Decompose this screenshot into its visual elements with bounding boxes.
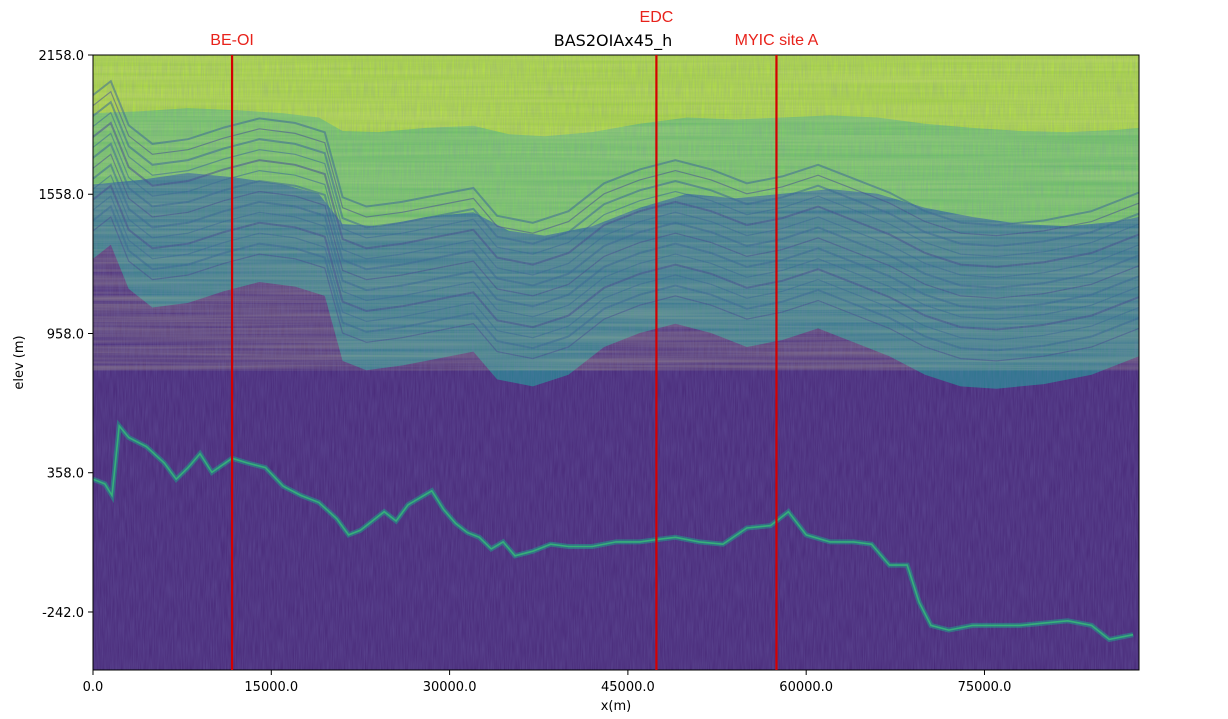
site-marker-label: BE-OI [210, 32, 254, 49]
noise-texture [93, 55, 1139, 670]
plot-frame [92, 54, 1140, 671]
radargram-image [93, 55, 1139, 670]
x-tick-label: 0.0 [83, 680, 104, 695]
y-tick-label: 358.0 [47, 467, 84, 482]
bed-reflector [93, 423, 1134, 641]
x-tick-label: 15000.0 [244, 680, 298, 695]
x-axis-label: x(m) [601, 699, 632, 714]
x-axis: 0.0 15000.0 30000.0 45000.0 60000.0 75000.0 [83, 670, 1012, 695]
site-marker-label: MYIC site A [735, 32, 819, 49]
y-tick-label: 1558.0 [39, 188, 85, 203]
chart-title: BAS2OIAx45_h [554, 31, 672, 51]
y-axis-label: elev (m) [12, 335, 27, 389]
y-tick-label: -242.0 [42, 606, 84, 621]
site-marker-label: EDC [640, 9, 674, 26]
x-tick-label: 75000.0 [958, 680, 1012, 695]
y-axis: 2158.0 1558.0 958.0 358.0 -242.0 [39, 49, 93, 621]
x-tick-label: 60000.0 [779, 680, 833, 695]
plot-area [93, 55, 1139, 670]
x-tick-label: 45000.0 [601, 680, 655, 695]
x-tick-label: 30000.0 [423, 680, 477, 695]
y-tick-label: 2158.0 [39, 49, 85, 64]
site-markers: BE-OI EDC MYIC site A [210, 9, 819, 670]
y-tick-label: 958.0 [47, 327, 84, 342]
